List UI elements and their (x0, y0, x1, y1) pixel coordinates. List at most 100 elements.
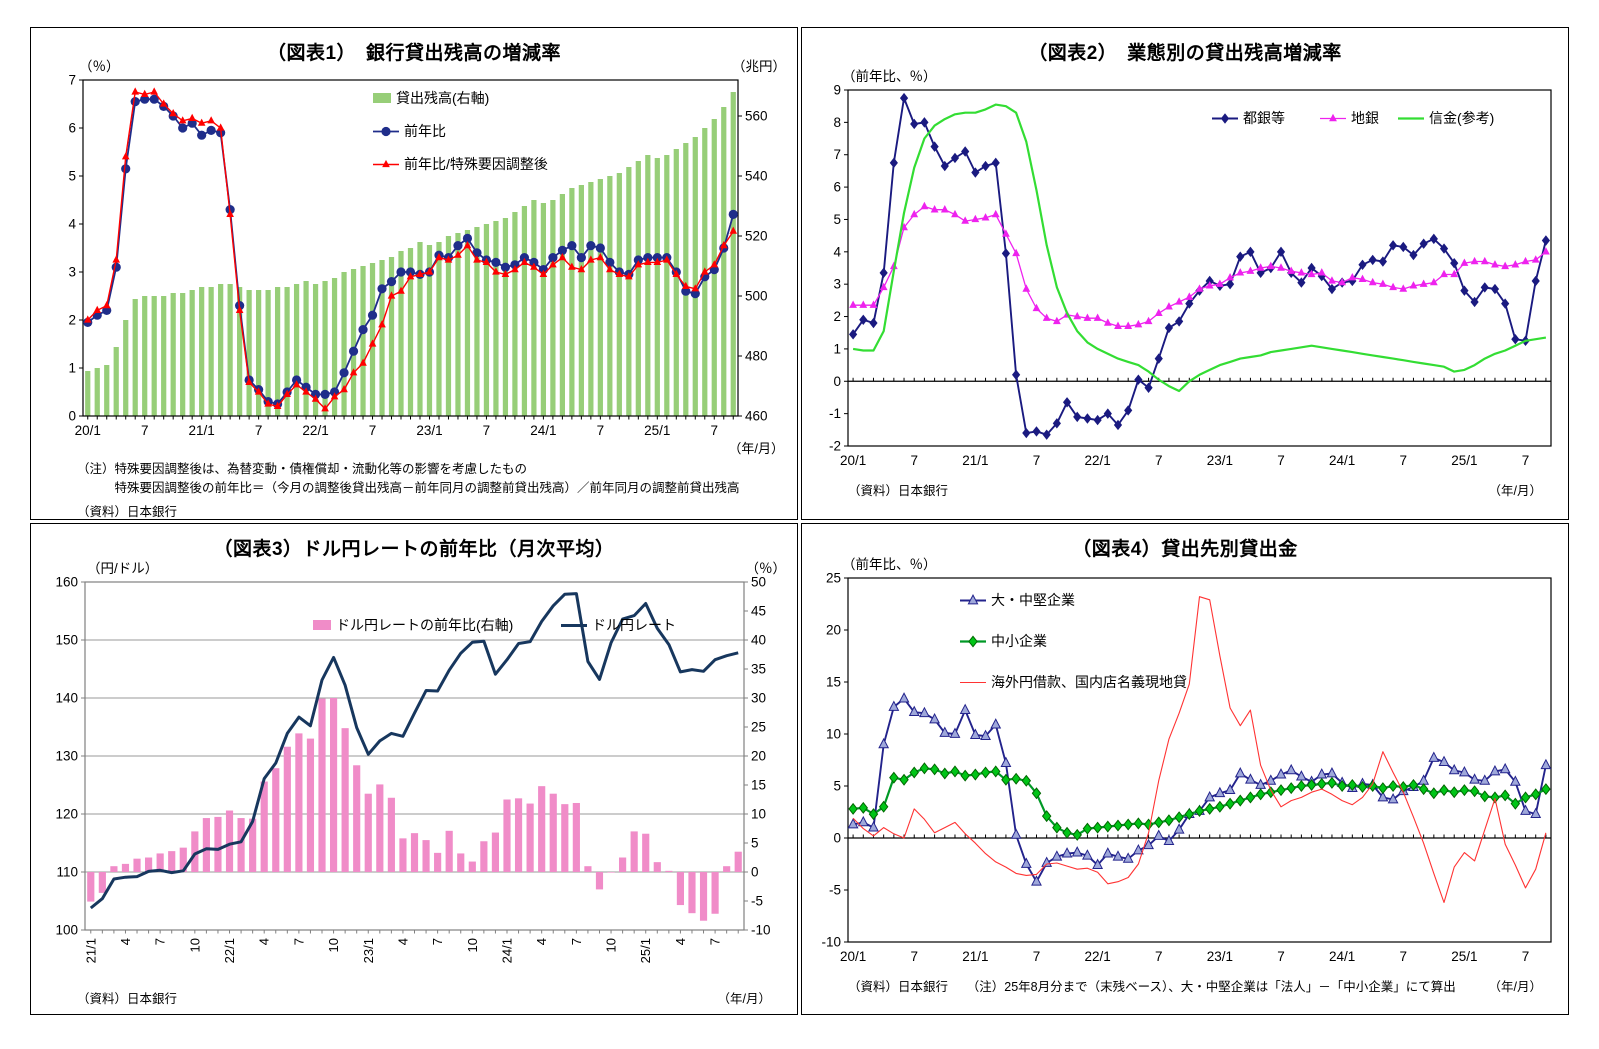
svg-text:460: 460 (745, 409, 768, 424)
svg-text:-1: -1 (829, 406, 841, 421)
svg-text:7: 7 (430, 938, 445, 945)
svg-text:（兆円）: （兆円） (732, 59, 786, 74)
figure2-x-unit: （年/月） (1488, 484, 1542, 498)
svg-text:7: 7 (291, 938, 306, 945)
chart-grid: （図表1） 銀行貸出残高の増減率 0 1 2 3 4 5 6 7 460 480 500 520 540… (30, 27, 1569, 1015)
svg-text:7: 7 (1155, 453, 1163, 468)
svg-text:22/1: 22/1 (1084, 453, 1110, 468)
svg-text:-5: -5 (829, 882, 841, 897)
svg-text:120: 120 (55, 806, 78, 821)
svg-text:4: 4 (395, 938, 410, 945)
svg-text:10: 10 (326, 938, 341, 952)
svg-text:35: 35 (751, 661, 766, 676)
svg-text:7: 7 (597, 423, 605, 438)
svg-text:7: 7 (711, 423, 719, 438)
svg-text:（％）: （％） (79, 59, 120, 74)
svg-text:大・中堅企業: 大・中堅企業 (991, 592, 1075, 608)
svg-text:25/1: 25/1 (1451, 453, 1477, 468)
svg-text:23/1: 23/1 (1207, 949, 1233, 964)
svg-text:7: 7 (141, 423, 149, 438)
figure4-chart: -10 -5 0 5 10 15 20 25 20/1 7 21/1 7 22/1 7 23/1 7 24/1 7… (821, 556, 1552, 964)
svg-text:4: 4 (68, 217, 76, 232)
figure4-notes: （資料）日本銀行 （注）25年8月分まで（末残ベース）、大・中堅企業は「法人」－… (848, 976, 1542, 995)
svg-text:9: 9 (833, 83, 841, 98)
figure1-notes: （注）特殊要因調整後は、為替変動・債権償却・流動化等の影響を考慮したもの 特殊要… (77, 460, 783, 519)
svg-text:7: 7 (255, 423, 263, 438)
svg-text:4: 4 (673, 938, 688, 945)
svg-text:20: 20 (751, 748, 766, 763)
svg-text:21/1: 21/1 (962, 453, 988, 468)
svg-text:520: 520 (745, 229, 768, 244)
svg-text:5: 5 (833, 778, 841, 793)
svg-text:25/1: 25/1 (638, 938, 653, 963)
svg-text:20/1: 20/1 (840, 949, 866, 964)
svg-text:7: 7 (569, 938, 584, 945)
figure2-chart: -2 -1 0 1 2 3 4 5 6 7 8 9 20/1 7 21/1 7 22/1 7 23/1 7 24/1 7 2… (829, 68, 1552, 468)
svg-text:7: 7 (369, 423, 377, 438)
svg-text:50: 50 (751, 574, 766, 589)
svg-text:-10: -10 (821, 934, 841, 949)
svg-text:7: 7 (483, 423, 491, 438)
svg-text:中小企業: 中小企業 (991, 633, 1047, 649)
svg-text:0: 0 (833, 374, 841, 389)
svg-text:22/1: 22/1 (1084, 949, 1110, 964)
svg-text:22/1: 22/1 (302, 423, 328, 438)
svg-text:30: 30 (751, 690, 766, 705)
svg-text:ドル円レートの前年比(右軸): ドル円レートの前年比(右軸) (336, 617, 513, 633)
svg-text:3: 3 (833, 277, 841, 292)
svg-text:7: 7 (1400, 949, 1408, 964)
svg-text:4: 4 (257, 938, 272, 945)
svg-text:24/1: 24/1 (1329, 949, 1355, 964)
svg-text:都銀等: 都銀等 (1243, 110, 1285, 126)
svg-text:ドル円レート: ドル円レート (592, 617, 676, 633)
svg-text:10: 10 (604, 938, 619, 952)
svg-text:20/1: 20/1 (75, 423, 101, 438)
svg-text:1: 1 (68, 361, 76, 376)
figure4-source: （資料）日本銀行 （注）25年8月分まで（末残ベース）、大・中堅企業は「法人」－… (848, 979, 1456, 994)
svg-text:150: 150 (55, 632, 78, 647)
svg-text:23/1: 23/1 (361, 938, 376, 963)
svg-text:5: 5 (833, 212, 841, 227)
svg-text:7: 7 (68, 73, 76, 88)
figure2-title: （図表2） 業態別の貸出残高増減率 (1028, 43, 1342, 64)
svg-text:24/1: 24/1 (1329, 453, 1355, 468)
svg-text:7: 7 (1155, 949, 1163, 964)
svg-text:4: 4 (534, 938, 549, 945)
svg-text:7: 7 (1522, 453, 1530, 468)
svg-text:15: 15 (751, 777, 766, 792)
svg-text:（円/ドル）: （円/ドル） (87, 561, 158, 576)
svg-text:0: 0 (751, 864, 759, 879)
svg-text:20: 20 (826, 622, 841, 637)
figure1-panel: （図表1） 銀行貸出残高の増減率 0 1 2 3 4 5 6 7 460 480 500 520 540… (30, 27, 798, 520)
svg-text:21/1: 21/1 (189, 423, 215, 438)
figure3-chart: 100 110 120 130 140 150 160 -10 -5 0 5 10 15 20 25 30 35… (55, 561, 787, 963)
figure3-panel: （図表3）ドル円レートの前年比（月次平均） 100 110 120 130 140 150… (30, 522, 798, 1015)
svg-text:0: 0 (833, 830, 841, 845)
svg-text:7: 7 (1277, 949, 1285, 964)
figure2-notes: （資料）日本銀行 （年/月） (848, 480, 1542, 499)
svg-text:7: 7 (1400, 453, 1408, 468)
svg-text:25: 25 (826, 570, 841, 585)
svg-text:21/1: 21/1 (83, 938, 98, 963)
svg-text:0: 0 (68, 409, 76, 424)
svg-text:（％）: （％） (746, 561, 787, 576)
svg-text:25/1: 25/1 (644, 423, 670, 438)
svg-text:信金(参考): 信金(参考) (1429, 110, 1494, 126)
figure2-source: （資料）日本銀行 (848, 484, 949, 498)
figure3-title: （図表3）ドル円レートの前年比（月次平均） (213, 538, 615, 560)
svg-text:20/1: 20/1 (840, 453, 866, 468)
svg-text:5: 5 (68, 169, 76, 184)
svg-text:2: 2 (833, 309, 841, 324)
svg-text:40: 40 (751, 632, 766, 647)
figure1-chart: 0 1 2 3 4 5 6 7 460 480 500 520 540 560 20/1 7 21/1 7 22/1… (68, 59, 786, 456)
svg-text:地銀: 地銀 (1351, 110, 1379, 126)
svg-text:4: 4 (118, 938, 133, 945)
svg-text:480: 480 (745, 349, 768, 364)
svg-text:7: 7 (1277, 453, 1285, 468)
svg-text:560: 560 (745, 109, 768, 124)
svg-text:25/1: 25/1 (1451, 949, 1477, 964)
svg-text:22/1: 22/1 (222, 938, 237, 963)
svg-text:540: 540 (745, 169, 768, 184)
svg-text:8: 8 (833, 115, 841, 130)
